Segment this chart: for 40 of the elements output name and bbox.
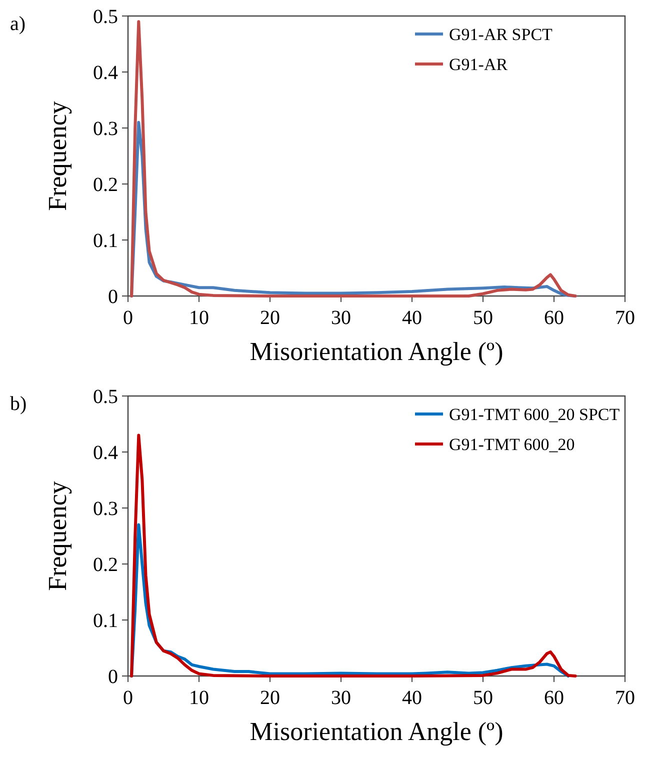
y-tick-label: 0.2 [93, 554, 118, 576]
line-series [130, 434, 577, 678]
x-tick-label: 20 [260, 687, 280, 709]
text: a) [10, 13, 26, 35]
y-tick-label: 0.4 [93, 62, 118, 84]
text: b) [10, 393, 27, 415]
x-tick-label: 30 [331, 307, 351, 329]
x-tick-label: 60 [544, 307, 564, 329]
legend-label: G91-TMT 600_20 SPCT [449, 404, 620, 424]
x-tick-label: 10 [189, 307, 209, 329]
y-tick-label: 0.1 [93, 230, 118, 252]
x-tick-label: 50 [473, 307, 493, 329]
y-tick-label: 0.3 [93, 498, 118, 520]
y-tick-label: 0.5 [93, 386, 118, 408]
x-tick-label: 40 [402, 687, 422, 709]
legend-label: G91-AR SPCT [449, 24, 554, 44]
x-tick-label: 30 [331, 687, 351, 709]
x-tick-label: 50 [473, 687, 493, 709]
y-tick-label: 0.1 [93, 610, 118, 632]
y-tick-label: 0.3 [93, 118, 118, 140]
x-axis-title: Misorientation Angle (º) [250, 717, 504, 746]
y-axis-title: Frequency [43, 101, 72, 211]
y-tick-label: 0.5 [93, 6, 118, 28]
y-tick-label: 0.4 [93, 442, 118, 464]
y-tick-label: 0 [108, 666, 118, 688]
x-tick-label: 70 [615, 687, 635, 709]
x-tick-label: 0 [123, 687, 133, 709]
y-tick-label: 0.2 [93, 174, 118, 196]
x-axis-title: Misorientation Angle (º) [250, 337, 504, 366]
x-tick-label: 10 [189, 687, 209, 709]
line-series [130, 20, 577, 298]
y-tick-label: 0 [108, 286, 118, 308]
legend-label: G91-TMT 600_20 [449, 434, 575, 454]
x-tick-label: 40 [402, 307, 422, 329]
x-tick-label: 0 [123, 307, 133, 329]
x-tick-label: 20 [260, 307, 280, 329]
y-axis-title: Frequency [43, 481, 72, 591]
legend-label: G91-AR [449, 54, 508, 74]
x-tick-label: 70 [615, 307, 635, 329]
x-tick-label: 60 [544, 687, 564, 709]
